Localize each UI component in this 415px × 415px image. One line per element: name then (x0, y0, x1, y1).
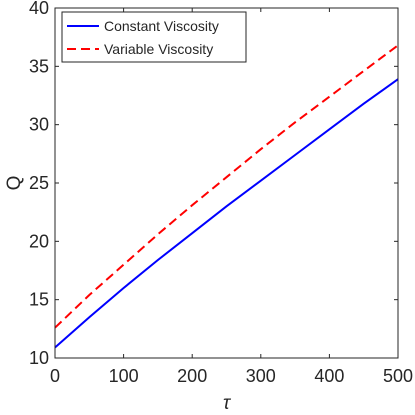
series-layer (55, 45, 398, 347)
y-tick-label: 25 (29, 173, 49, 193)
x-tick-label: 0 (50, 366, 60, 386)
series-line-1 (55, 79, 398, 347)
x-tick-label: 100 (109, 366, 139, 386)
x-tick-label: 200 (177, 366, 207, 386)
x-axis-label: τ (223, 393, 232, 414)
y-tick-label: 30 (29, 115, 49, 135)
series-line-2 (55, 45, 398, 327)
y-tick-label: 40 (29, 0, 49, 18)
y-tick-label: 35 (29, 56, 49, 76)
x-tick-label: 300 (246, 366, 276, 386)
legend-label-2: Variable Viscosity (104, 41, 213, 57)
legend-label-1: Constant Viscosity (104, 18, 219, 34)
y-axis-label: Q (4, 176, 25, 191)
y-tick-label: 10 (29, 348, 49, 368)
legend: Constant Viscosity Variable Viscosity (62, 12, 246, 62)
x-tick-label: 400 (314, 366, 344, 386)
y-tick-label: 15 (29, 290, 49, 310)
y-tick-label: 20 (29, 231, 49, 251)
x-tick-label: 500 (383, 366, 413, 386)
